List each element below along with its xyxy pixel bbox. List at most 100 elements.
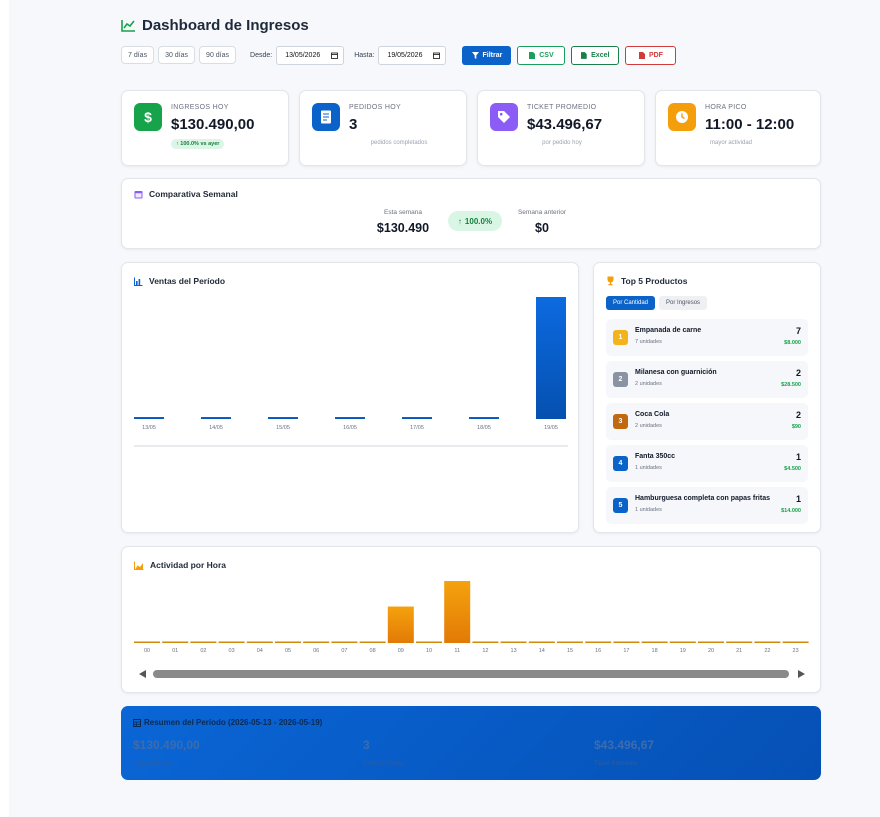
hourly-bar [472,641,499,643]
hourly-title-text: Actividad por Hora [150,560,227,570]
kpi-hora-pico-card: HORA PICO 11:00 - 12:00 mayor actividad [655,90,821,166]
product-amount: $14.000 [781,508,801,514]
sales-x-tick: 17/05 [410,425,424,431]
summary-ticket-label: Ticket Promedio [594,761,638,767]
hourly-bar [387,606,414,643]
hourly-x-tick: 09 [398,648,404,654]
product-amount: $28.500 [781,382,801,388]
product-name: Empanada de carne [635,327,702,334]
file-pdf-icon [638,51,645,59]
summary-total-value: $130.490,00 [133,738,200,752]
kpi-change-badge: ↑ 100.0% vs ayer [171,139,225,149]
range-7-button[interactable]: 7 días [121,46,155,64]
product-row: 2 Milanesa con guarnición 2 unidades 2 $28.5… [606,361,808,398]
hourly-x-tick: 22 [764,648,770,654]
kpi-label: TICKET PROMEDIO [527,104,597,111]
hasta-date-input[interactable]: 19/05/2026 [378,45,447,65]
sales-x-tick: 18/05 [477,425,491,431]
range-90-button[interactable]: 90 días [199,46,237,64]
last-week-label: Semana anterior [517,209,567,216]
top-products-card: Top 5 Productos Por Cantidad Por Ingreso… [593,262,821,533]
hourly-bar [585,641,612,643]
chart-line-icon [121,20,135,32]
desde-date-input[interactable]: 13/05/2026 [276,45,345,65]
hourly-x-tick: 12 [482,648,488,654]
hourly-x-tick: 08 [370,648,376,654]
area-chart-icon [134,561,144,570]
hourly-bar [557,641,583,643]
export-excel-button[interactable]: Excel [571,45,620,65]
product-row: 1 Empanada de carne 7 unidades 7 $8.000 [606,319,808,356]
kpi-pedidos-card: PEDIDOS HOY 3 pedidos completados [299,90,467,166]
product-row: 4 Fanta 350cc 1 unidades 1 $4.500 [606,445,808,482]
product-units: 1 unidades [635,507,662,513]
product-row: 5 Hamburguesa completa con papas fritas 1 … [606,487,808,524]
calendar-icon [134,190,143,198]
sales-bar [536,297,566,419]
hourly-x-tick: 03 [229,648,235,654]
hourly-bar [698,641,724,643]
product-quantity: 2 [795,410,801,420]
summary-title: Resumen del Período (2026-05-13 - 2026-0… [133,718,322,727]
weekly-change-badge: ↑ 100.0% [448,211,502,231]
filter-button-label: Filtrar [482,51,503,59]
sales-bar [469,417,499,419]
export-csv-button[interactable]: CSV [517,45,566,65]
kpi-label: PEDIDOS HOY [349,104,401,111]
page-title: Dashboard de Ingresos [142,17,309,34]
sales-title-text: Ventas del Período [149,276,226,286]
top-products-title-text: Top 5 Productos [621,276,688,286]
horizontal-scrollbar[interactable] [137,667,807,679]
hasta-date-value: 19/05/2026 [387,51,423,59]
kpi-value: 3 [349,116,358,133]
rank-badge: 2 [613,372,628,387]
tab-por-cantidad[interactable]: Por Cantidad [606,296,656,310]
tag-icon [490,103,518,131]
hourly-x-tick: 07 [341,648,347,654]
product-quantity: 1 [795,452,801,462]
kpi-subtitle: por pedido hoy [542,140,582,146]
hourly-x-tick: 05 [285,648,291,654]
hourly-x-tick: 06 [313,648,319,654]
hourly-bar [528,641,555,643]
export-pdf-button[interactable]: PDF [625,45,677,65]
desde-date-value: 13/05/2026 [285,51,321,59]
top-products-tabs: Por Cantidad Por Ingresos [606,296,711,310]
last-week-value: $0 [535,221,549,235]
hourly-x-tick: 01 [172,648,178,654]
hourly-bar [134,641,160,643]
calendar-icon [433,52,441,59]
sales-chart-card: Ventas del Período 13/05 14/05 15/05 16/05 1… [121,262,579,533]
hourly-x-tick: 14 [539,648,545,654]
hourly-x-tick: 19 [680,648,686,654]
hourly-x-tick: 04 [257,648,263,654]
this-week-label: Esta semana [384,209,422,216]
kpi-ingresos-card: $ INGRESOS HOY $130.490,00 ↑ 100.0% vs a… [121,90,289,166]
hourly-bar [444,581,471,643]
hourly-x-tick: 13 [511,648,517,654]
product-name: Coca Cola [635,411,670,418]
hourly-bar [331,641,358,643]
this-week-value: $130.490 [376,221,430,235]
summary-orders-value: 3 [363,738,370,752]
sales-bar [268,417,298,419]
kpi-subtitle: pedidos completados [370,140,428,146]
tab-por-ingresos[interactable]: Por Ingresos [659,296,708,310]
range-30-button[interactable]: 30 días [158,46,196,64]
product-name: Milanesa con guarnición [635,369,717,376]
scroll-thumb [153,670,789,678]
product-units: 2 unidades [635,381,662,387]
filter-button[interactable]: Filtrar [462,45,512,65]
kpi-ticket-card: TICKET PROMEDIO $43.496,67 por pedido ho… [477,90,645,166]
hourly-bar [726,641,753,643]
rank-badge: 1 [613,330,628,345]
product-name: Hamburguesa completa con papas fritas [635,495,770,502]
hourly-x-tick: 10 [426,648,432,654]
product-units: 7 unidades [635,339,662,345]
product-name: Fanta 350cc [635,453,676,460]
kpi-label: HORA PICO [705,104,747,111]
hourly-x-tick: 11 [454,648,460,654]
desde-label: Desde: [250,51,273,59]
hourly-x-tick: 02 [200,648,206,654]
kpi-value: $130.490,00 [171,116,255,133]
